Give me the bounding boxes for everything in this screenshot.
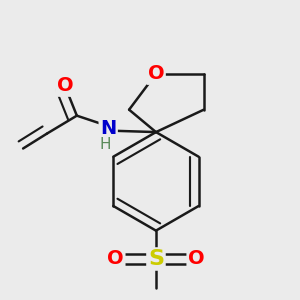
Text: O: O [148, 64, 164, 83]
Text: O: O [107, 250, 124, 268]
Text: N: N [100, 119, 116, 138]
Text: H: H [100, 137, 111, 152]
Text: O: O [188, 250, 205, 268]
Text: S: S [148, 249, 164, 269]
Text: O: O [57, 76, 73, 95]
